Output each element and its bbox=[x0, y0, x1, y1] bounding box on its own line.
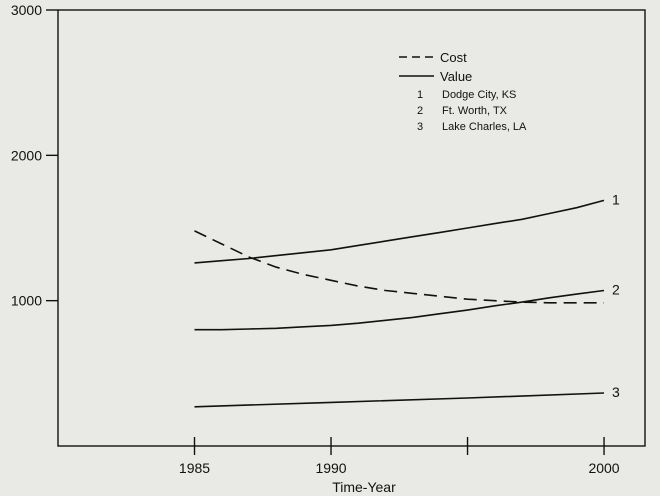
y-tick-label: 2000 bbox=[11, 147, 42, 163]
x-tick-label: 1985 bbox=[179, 460, 210, 476]
x-axis: 1985 1990 2000 bbox=[179, 437, 620, 476]
legend-location-number: 3 bbox=[417, 121, 423, 133]
plot-border bbox=[57, 9, 646, 447]
x-tick-label: 2000 bbox=[588, 460, 619, 476]
legend-location-name: Dodge City, KS bbox=[442, 89, 516, 101]
series-labels: 1 2 3 bbox=[612, 191, 620, 400]
value-line-2 bbox=[194, 289, 605, 331]
legend: Cost Value 1 Dodge City, KS 2 Ft. Worth, TX 3 L… bbox=[399, 50, 527, 133]
legend-label: Value bbox=[440, 69, 472, 84]
legend-location-name: Ft. Worth, TX bbox=[442, 105, 508, 117]
value-line-1 bbox=[194, 199, 605, 264]
legend-location-name: Lake Charles, LA bbox=[442, 121, 527, 133]
x-axis-title: Time-Year bbox=[332, 479, 396, 495]
legend-location-number: 2 bbox=[417, 105, 423, 117]
legend-location-number: 1 bbox=[417, 89, 423, 101]
x-tick-label: 1990 bbox=[315, 460, 346, 476]
value-line-3 bbox=[194, 392, 605, 408]
cost-line bbox=[194, 230, 604, 304]
series-label-1: 1 bbox=[612, 191, 620, 207]
series-label-2: 2 bbox=[612, 281, 620, 297]
y-tick-label: 1000 bbox=[11, 293, 42, 309]
series-label-3: 3 bbox=[612, 384, 620, 400]
series-layer bbox=[194, 199, 605, 408]
legend-label: Cost bbox=[440, 50, 467, 65]
y-tick-label: 3000 bbox=[11, 2, 42, 18]
plot-frame bbox=[57, 9, 646, 447]
y-axis: 1000 2000 3000 bbox=[11, 2, 58, 309]
